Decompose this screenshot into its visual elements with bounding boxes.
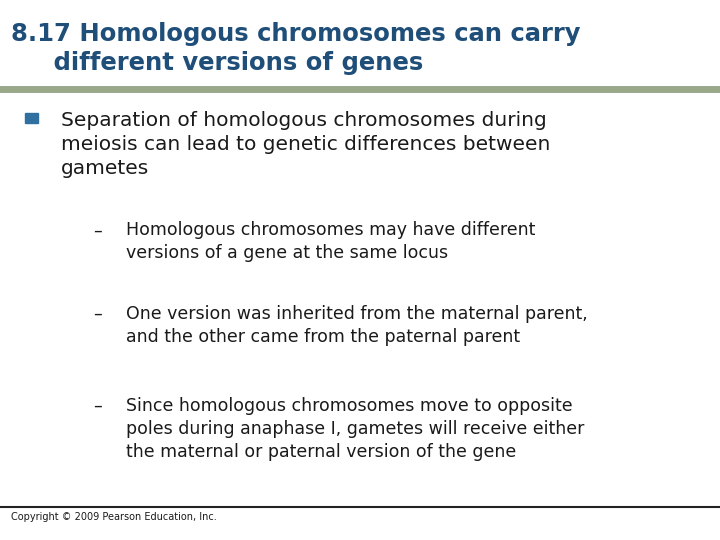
Text: Separation of homologous chromosomes during
meiosis can lead to genetic differen: Separation of homologous chromosomes dur… <box>61 111 551 178</box>
Text: Since homologous chromosomes move to opposite
poles during anaphase I, gametes w: Since homologous chromosomes move to opp… <box>126 397 585 461</box>
Text: Copyright © 2009 Pearson Education, Inc.: Copyright © 2009 Pearson Education, Inc. <box>11 512 217 522</box>
Text: –: – <box>94 305 102 323</box>
Text: One version was inherited from the maternal parent,
and the other came from the : One version was inherited from the mater… <box>126 305 588 346</box>
Text: –: – <box>94 397 102 415</box>
Text: Homologous chromosomes may have different
versions of a gene at the same locus: Homologous chromosomes may have differen… <box>126 221 536 262</box>
Text: 8.17 Homologous chromosomes can carry
     different versions of genes: 8.17 Homologous chromosomes can carry di… <box>11 22 580 75</box>
Bar <box>25 113 38 123</box>
Text: –: – <box>94 221 102 239</box>
